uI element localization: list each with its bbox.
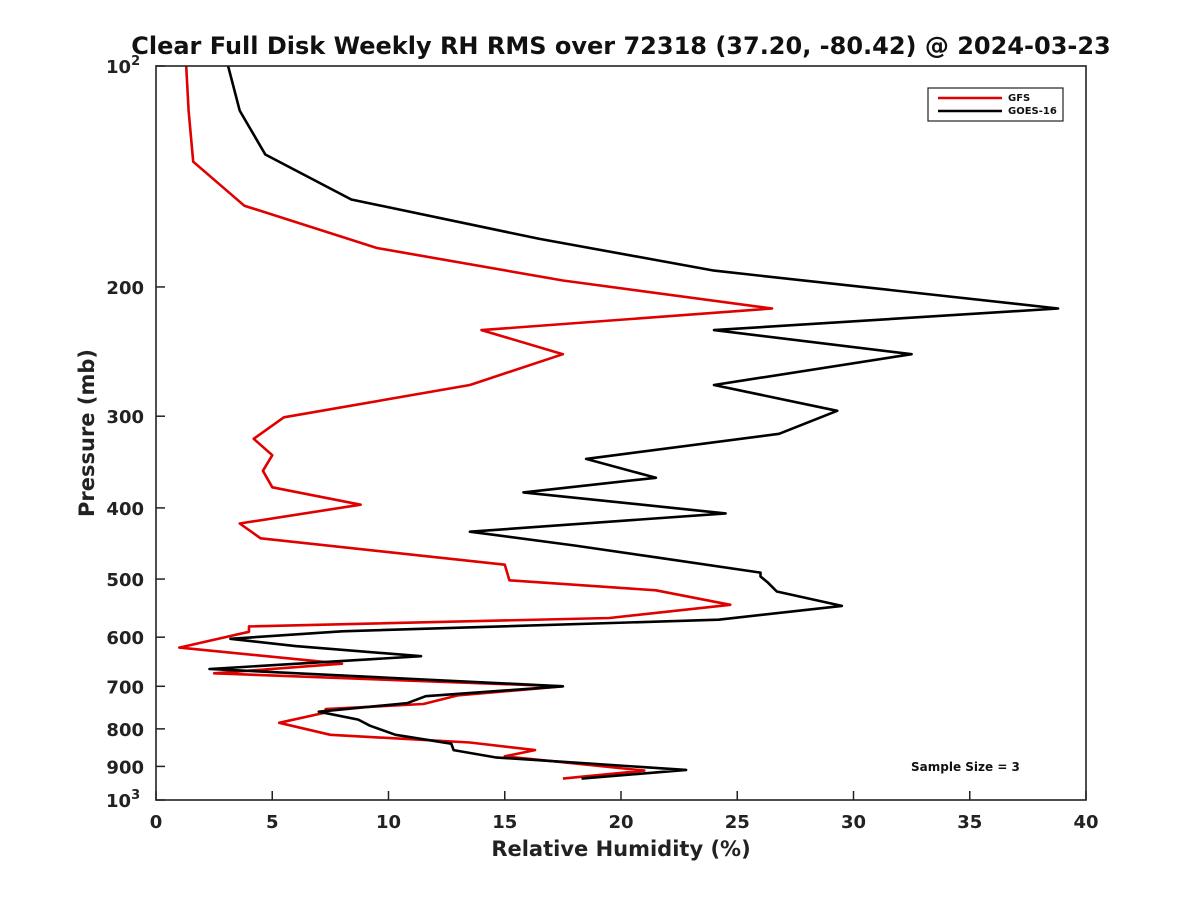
x-tick-label: 20: [608, 812, 633, 833]
chart-title: Clear Full Disk Weekly RH RMS over 72318…: [131, 32, 1111, 60]
y-tick-label: 400: [106, 499, 144, 520]
y-tick-label: 200: [106, 278, 144, 299]
x-tick-label: 0: [150, 812, 163, 833]
y-tick-label: 900: [106, 757, 144, 778]
x-tick-label: 30: [841, 812, 866, 833]
y-tick-exponent: 3: [131, 788, 140, 803]
x-tick-label: 10: [376, 812, 401, 833]
y-axis-label: Pressure (mb): [75, 349, 99, 517]
x-tick-label: 5: [266, 812, 279, 833]
plot-area-frame: [155, 65, 1087, 801]
x-tick-label: 25: [725, 812, 750, 833]
y-tick-label: 800: [106, 720, 144, 741]
y-tick-label: 500: [106, 570, 144, 591]
x-tick-label: 15: [492, 812, 517, 833]
sample-size-annotation: Sample Size = 3: [911, 760, 1020, 774]
y-tick-label: 300: [106, 407, 144, 428]
legend-label-goes16: GOES-16: [1008, 106, 1057, 117]
legend: GFS GOES-16: [927, 87, 1064, 122]
x-tick-label: 35: [957, 812, 982, 833]
plot-lines: [178, 65, 1060, 780]
series-line-goes16: [208, 65, 1060, 780]
legend-label-gfs: GFS: [1008, 93, 1030, 104]
series-line-gfs: [178, 65, 774, 780]
y-tick-exponent: 2: [131, 54, 140, 69]
x-axis-ticks: 0 5 10 15 20 25 30 35 40: [150, 791, 1099, 833]
legend-box: [927, 87, 1064, 122]
y-tick-label: 103: [106, 788, 140, 812]
y-tick-label: 600: [106, 628, 144, 649]
y-tick-label: 700: [106, 677, 144, 698]
x-axis-label: Relative Humidity (%): [491, 837, 750, 861]
x-tick-label: 40: [1073, 812, 1098, 833]
